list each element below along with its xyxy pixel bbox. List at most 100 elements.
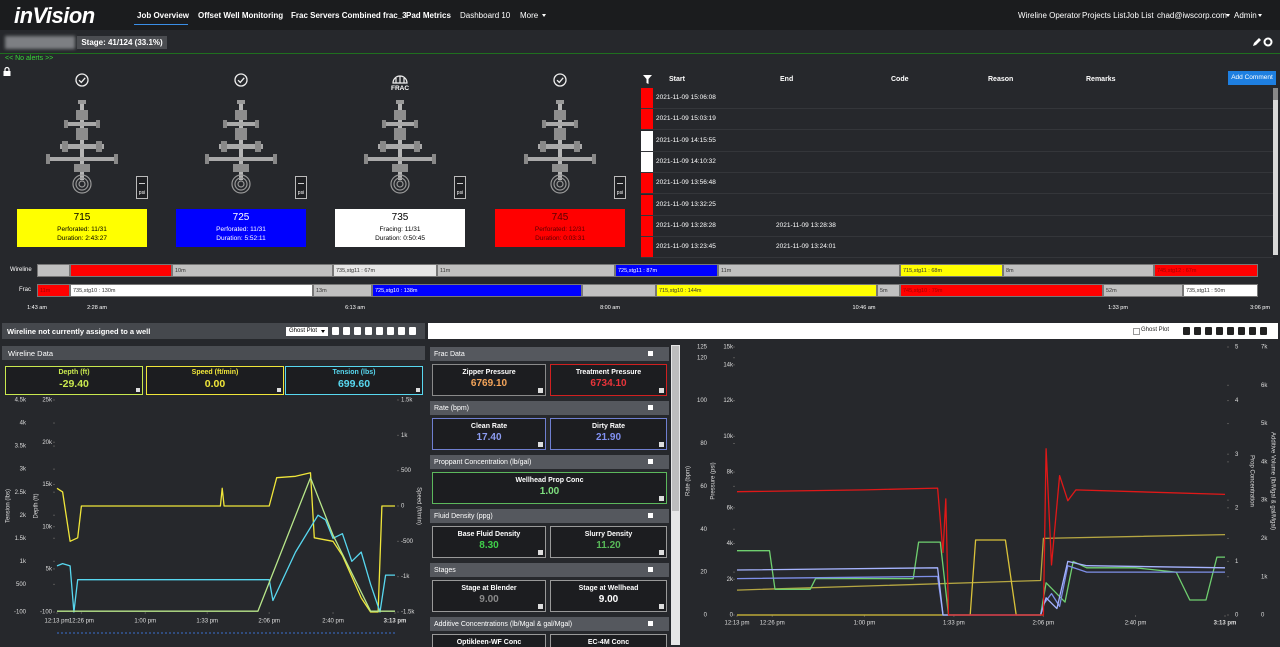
nav-link[interactable]: Wireline Operator [1018,11,1081,20]
timeline-segment[interactable] [582,284,656,297]
timeline-segment[interactable]: 715,stg11 : 68m [900,264,1003,277]
y-tick-label: 3k [20,467,27,473]
timeline-segment[interactable] [37,264,70,277]
gauge-checkbox[interactable] [538,604,543,609]
tool-icon[interactable] [1194,327,1201,335]
tool-icon[interactable] [332,327,339,335]
section-toggle[interactable] [648,621,653,626]
timeline-segment[interactable]: 725,stg10 : 138m [372,284,582,297]
nav-tab[interactable]: More [520,11,539,20]
y-tick-label: 10k [723,434,734,440]
nav-tab[interactable]: Offset Well Monitoring [198,11,284,20]
timeline-segment[interactable]: 10m [172,264,333,277]
gauge-checkbox[interactable] [659,604,664,609]
tool-icon[interactable] [354,327,361,335]
check-circle [234,73,248,87]
column-header[interactable]: Remarks [1086,76,1116,83]
column-header[interactable]: Reason [988,76,1014,83]
nav-link[interactable]: Admin [1234,11,1257,20]
wellhead-part [205,157,277,161]
wellhead-part [233,164,249,172]
pencil-icon[interactable] [1253,38,1261,46]
timeline-segment[interactable]: 745,stg10 : 79m [900,284,1103,297]
gauge-checkbox[interactable] [659,496,664,501]
timeline-segment[interactable]: 5m [877,284,900,297]
section-toggle[interactable] [648,351,653,356]
wellhead-base [390,174,410,194]
nav-link[interactable]: Job List [1126,11,1154,20]
timeline-segment[interactable] [70,264,172,277]
timeline-segment[interactable]: 8m [1003,264,1154,277]
tool-icon[interactable] [1227,327,1234,335]
tool-icon[interactable] [1260,327,1267,335]
wellhead-part [574,120,578,128]
filter-shape[interactable] [643,75,652,84]
add-comment-button[interactable]: Add Comment [1228,71,1276,85]
tool-icon[interactable] [343,327,350,335]
gauge-checkbox[interactable] [538,442,543,447]
tool-icon[interactable] [409,327,416,335]
x-tick-label: 12:13 pm [44,619,69,625]
ghost-checkbox[interactable] [1133,328,1140,335]
wellhead-part [76,110,88,120]
series-line [56,514,395,613]
gauge-value: 0.00 [204,378,226,390]
tool-icon[interactable] [1183,327,1190,335]
column-header[interactable]: Start [669,76,685,83]
timeline-segment[interactable]: 745,stg12 : 67m [1154,264,1258,277]
section-toggle[interactable] [648,567,653,572]
section-toggle[interactable] [648,405,653,410]
y-tick-label: 2k [727,577,734,583]
nav-link[interactable]: chad@iwscorp.com [1157,11,1227,20]
gauge-checkbox[interactable] [659,388,664,393]
timeline-segment[interactable]: 11m [437,264,615,277]
y-tick-label: 4k [727,541,734,547]
nav-tab[interactable]: Frac Servers Combined frac_3 [291,11,407,20]
section-title: Frac Data [434,350,465,358]
timeline-segment[interactable]: 11m [37,284,70,297]
nav-tab[interactable]: Pad Metrics [406,11,451,20]
wellhead-part [414,141,420,152]
nav-link[interactable]: Projects List [1082,11,1126,20]
lock-shackle [4,66,10,71]
y-tick-label: 60 [700,484,707,490]
tool-icon[interactable] [365,327,372,335]
gear-icon[interactable] [1263,37,1273,47]
tool-icon[interactable] [1249,327,1256,335]
wellhead-part [544,122,576,126]
timeline-segment[interactable]: 715,stg10 : 144m [656,284,877,297]
nav-tab[interactable]: Dashboard 10 [460,11,511,20]
timeline-segment[interactable]: 735,stg11 : 67m [333,264,437,277]
y-tick-label: 7k [1261,345,1268,351]
timeline-segment[interactable]: 11m [718,264,900,277]
timeline-segment[interactable]: 735,stg11 : 50m [1183,284,1258,297]
column-header[interactable]: End [780,76,794,83]
tool-icon[interactable] [1216,327,1223,335]
section-toggle[interactable] [648,459,653,464]
scrollbar [1273,88,1278,255]
nav-tab[interactable]: Job Overview [137,11,190,20]
check-circle [75,73,89,87]
alerts-bar [0,53,1280,65]
timeline-segment[interactable]: 735,stg10 : 130m [70,284,313,297]
gauge-checkbox[interactable] [659,550,664,555]
wellhead-base [393,177,407,191]
tool-icon[interactable] [1238,327,1245,335]
section-toggle[interactable] [648,513,653,518]
row-separator [641,150,1273,152]
column-header[interactable]: Code [891,76,909,83]
gauge: Dirty Rate 21.90 [550,418,667,450]
ghost-plot-button[interactable]: Ghost Plot [286,327,328,336]
tool-icon[interactable] [398,327,405,335]
wellhead-diagram [364,100,436,194]
timeline-segment[interactable]: 52m [1103,284,1183,297]
y-tick-label: 14k [723,362,734,368]
gauge-checkbox[interactable] [538,388,543,393]
tool-icon[interactable] [1205,327,1212,335]
tool-icon[interactable] [376,327,383,335]
timeline-segment[interactable]: 725,stg11 : 87m [615,264,718,277]
gauge-checkbox[interactable] [659,442,664,447]
gauge-checkbox[interactable] [538,550,543,555]
tool-icon[interactable] [387,327,394,335]
timeline-segment[interactable]: 13m [313,284,372,297]
